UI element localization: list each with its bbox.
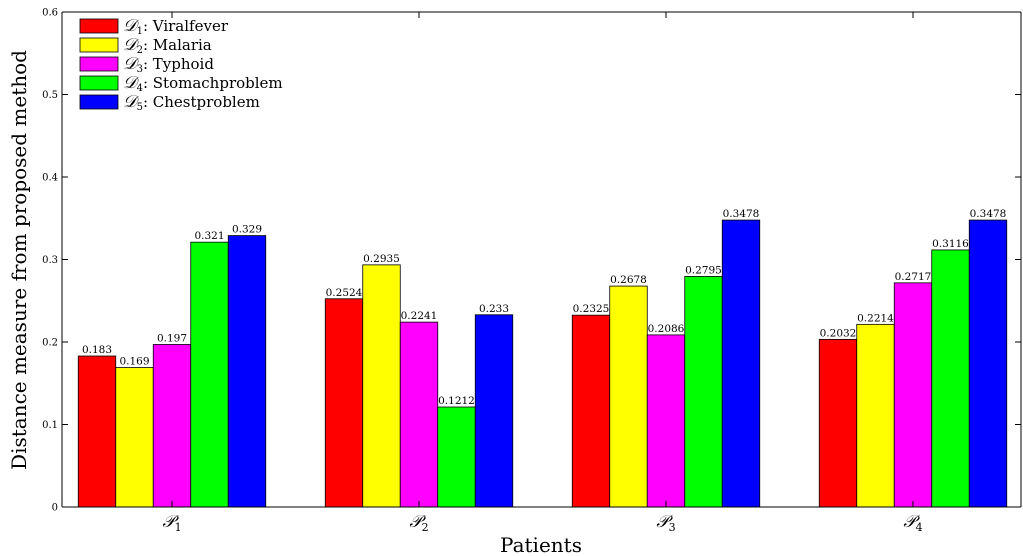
data-label: 0.321 — [194, 230, 224, 242]
legend-label-stomachproblem: 𝒟4: Stomachproblem — [123, 73, 283, 94]
data-label: 0.183 — [82, 344, 112, 356]
y-tick-label: 0.1 — [42, 420, 58, 431]
data-labels-layer: 0.183 0.169 0.197 0.321 0.329 0.2524 0.2935 0.2… — [82, 208, 1006, 407]
bar-malaria-p2 — [362, 264, 401, 508]
data-label: 0.2795 — [685, 264, 722, 276]
bar-stomachproblem-p3 — [684, 276, 723, 508]
data-label: 0.2935 — [363, 253, 400, 265]
bar-typhoid-p4 — [893, 282, 933, 508]
y-tick-label: 0.2 — [42, 338, 58, 349]
axes-layer: 0 0.1 0.2 0.3 0.4 0.5 0.6 𝒫1 𝒫2 𝒫3 𝒫4 — [42, 8, 1022, 534]
data-label: 0.3116 — [932, 238, 969, 250]
bar-viralfever-p2 — [324, 298, 364, 508]
legend-label-chestproblem: 𝒟5: Chestproblem — [123, 92, 260, 113]
legend-label-typhoid: 𝒟3: Typhoid — [123, 54, 214, 75]
bar-chestproblem-p4 — [968, 219, 1008, 508]
x-axis-title: Patients — [500, 533, 582, 556]
bar-viralfever-p4 — [818, 338, 858, 508]
data-label: 0.233 — [479, 303, 509, 315]
bar-viralfever-p3 — [571, 314, 611, 508]
bar-typhoid-p1 — [152, 344, 192, 508]
y-tick-label: 0.4 — [42, 173, 58, 184]
bar-viralfever-p1 — [77, 355, 117, 508]
data-label: 0.2678 — [610, 274, 647, 286]
data-label: 0.2717 — [895, 271, 932, 283]
legend-swatch-stomachproblem — [79, 75, 119, 91]
x-tick-label-p3: 𝒫3 — [656, 512, 675, 534]
bar-typhoid-p3 — [646, 334, 686, 508]
legend-label-viralfever: 𝒟1: Viralfever — [123, 16, 229, 37]
data-label: 0.2086 — [648, 323, 685, 335]
y-tick-label: 0.6 — [42, 8, 58, 19]
bar-typhoid-p2 — [399, 321, 439, 508]
bars-layer — [77, 219, 1008, 508]
y-axis-title: Distance measure from proposed method — [7, 50, 31, 470]
bar-malaria-p3 — [609, 285, 648, 508]
data-label: 0.3478 — [723, 208, 760, 220]
x-tick-label-p2: 𝒫2 — [409, 512, 428, 534]
bar-malaria-p1 — [115, 367, 154, 508]
data-label: 0.329 — [232, 224, 262, 236]
data-label: 0.2325 — [573, 303, 610, 315]
data-label: 0.2214 — [857, 312, 894, 324]
bar-stomachproblem-p2 — [437, 406, 476, 508]
y-tick-label: 0.5 — [42, 90, 58, 101]
legend-swatch-typhoid — [79, 56, 119, 72]
bar-stomachproblem-p1 — [190, 241, 229, 508]
data-label: 0.1212 — [438, 395, 475, 407]
bar-chestproblem-p1 — [227, 235, 267, 508]
data-label: 0.2241 — [401, 310, 438, 322]
legend-label-malaria: 𝒟2: Malaria — [123, 35, 212, 56]
x-tick-label-p4: 𝒫4 — [903, 512, 922, 534]
y-tick-label: 0 — [52, 503, 58, 514]
data-label: 0.2032 — [820, 327, 857, 339]
data-label: 0.169 — [119, 356, 149, 368]
data-label: 0.2524 — [326, 287, 363, 299]
bar-stomachproblem-p4 — [931, 249, 970, 508]
data-label: 0.3478 — [970, 208, 1007, 220]
bar-malaria-p4 — [856, 323, 895, 508]
legend-swatch-chestproblem — [79, 94, 119, 110]
bar-chestproblem-p2 — [474, 314, 514, 508]
legend-swatch-malaria — [79, 37, 119, 53]
y-tick-label: 0.3 — [42, 255, 58, 266]
bar-chestproblem-p3 — [721, 219, 761, 508]
data-label: 0.197 — [157, 332, 187, 344]
x-tick-label-p1: 𝒫1 — [162, 512, 181, 534]
legend-swatch-viralfever — [79, 18, 119, 34]
